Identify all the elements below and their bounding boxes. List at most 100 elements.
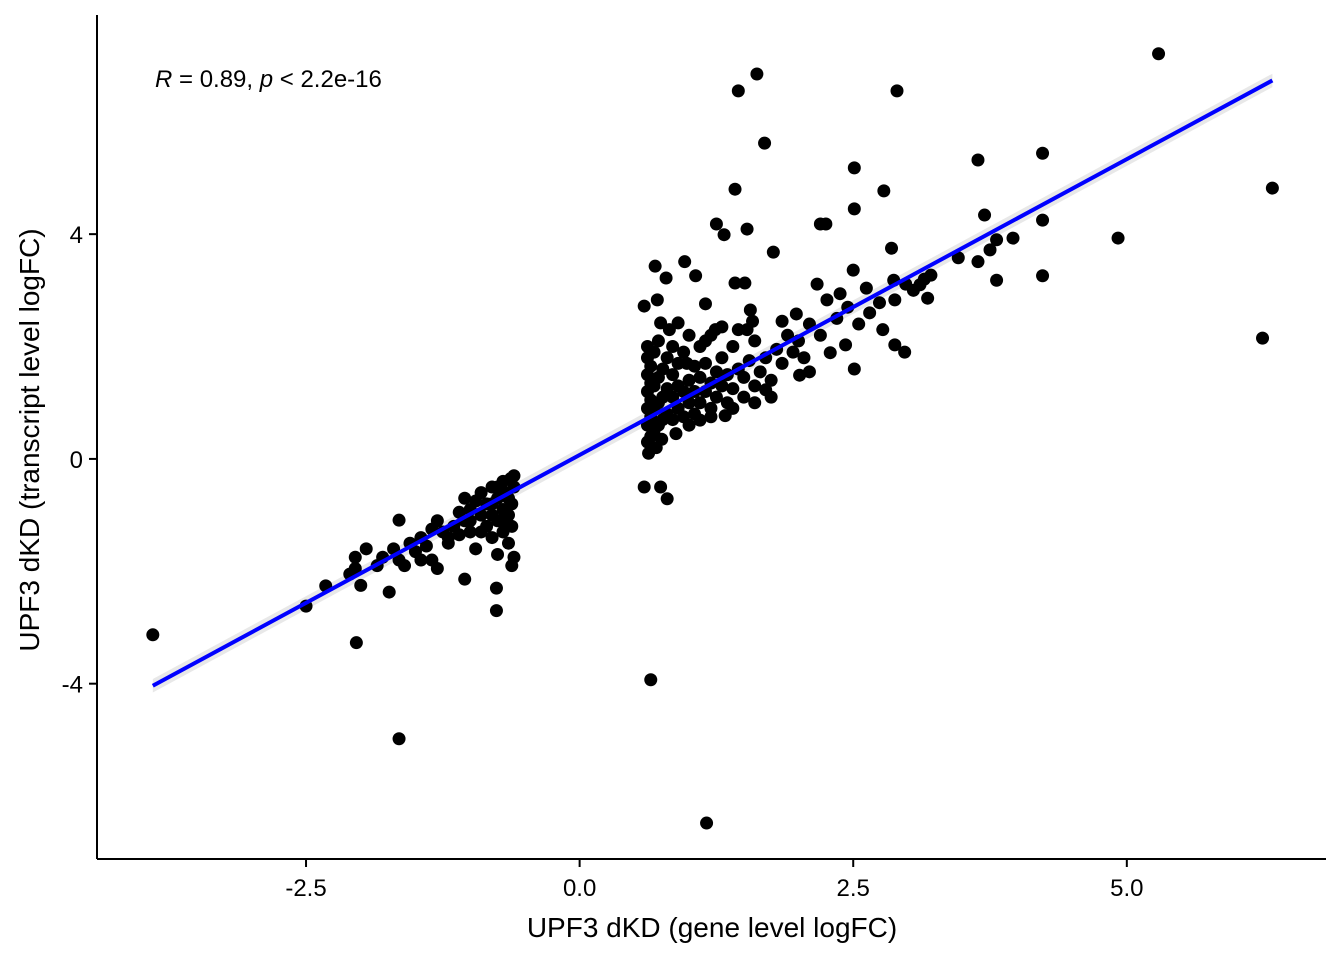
data-point — [971, 153, 985, 167]
x-ticks: -2.5 0.0 2.5 5.0 — [285, 859, 1144, 902]
data-point — [1006, 231, 1020, 245]
data-point — [693, 396, 707, 410]
data-point — [764, 373, 778, 387]
data-point — [872, 296, 886, 310]
data-point — [349, 636, 363, 650]
data-point — [888, 338, 902, 352]
data-point — [677, 384, 691, 398]
data-point — [474, 525, 488, 539]
data-point — [876, 323, 890, 337]
data-point — [698, 334, 712, 348]
data-point — [888, 293, 902, 307]
data-point — [644, 359, 658, 373]
data-point — [648, 259, 662, 273]
data-point — [898, 345, 912, 359]
data-point — [715, 351, 729, 365]
data-point — [419, 539, 433, 553]
data-point — [737, 370, 751, 384]
data-point — [637, 480, 651, 494]
data-point — [414, 553, 428, 567]
data-point — [489, 604, 503, 618]
r-value: = 0.89, — [172, 66, 259, 93]
data-point — [820, 293, 834, 307]
data-point — [810, 277, 824, 291]
data-point — [863, 306, 877, 320]
data-point — [666, 340, 680, 354]
data-point — [764, 390, 778, 404]
correlation-annotation: R = 0.89, p < 2.2e-16 — [155, 66, 382, 93]
data-point — [823, 346, 837, 360]
data-point — [392, 732, 406, 746]
data-point — [728, 182, 742, 196]
data-point — [846, 263, 860, 277]
data-point — [802, 365, 816, 379]
data-point — [743, 303, 757, 317]
data-point — [441, 531, 455, 545]
data-point — [507, 469, 521, 483]
data-point — [669, 427, 683, 441]
data-point — [750, 67, 764, 81]
data-point — [654, 316, 668, 330]
y-tick-label: -4 — [62, 672, 83, 699]
data-point — [650, 293, 664, 307]
data-point — [666, 390, 680, 404]
data-point — [906, 283, 920, 297]
data-point — [688, 407, 702, 421]
data-point — [728, 276, 742, 290]
data-point — [1265, 181, 1279, 195]
data-point — [469, 542, 483, 556]
data-point — [452, 528, 466, 542]
data-point — [847, 362, 861, 376]
data-point — [666, 368, 680, 382]
data-point — [359, 542, 373, 556]
x-tick-label: 5.0 — [1110, 875, 1143, 902]
data-point — [753, 365, 767, 379]
data-point — [348, 550, 362, 564]
data-point — [496, 514, 510, 528]
data-point — [666, 413, 680, 427]
data-point — [951, 251, 965, 265]
data-point — [775, 356, 789, 370]
data-point — [983, 243, 997, 257]
data-point — [775, 314, 789, 328]
r-symbol: R — [155, 66, 172, 93]
data-point — [917, 272, 931, 286]
data-point — [474, 486, 488, 500]
data-point — [717, 228, 731, 242]
data-point — [758, 136, 772, 150]
data-point — [660, 351, 674, 365]
data-point — [704, 410, 718, 424]
data-point — [354, 578, 368, 592]
p-symbol: p — [259, 66, 273, 93]
data-point — [1256, 331, 1270, 345]
data-point — [740, 222, 754, 236]
data-point — [700, 816, 714, 830]
y-ticks: -4 0 4 — [62, 222, 97, 699]
data-point — [709, 390, 723, 404]
data-point — [847, 202, 861, 216]
y-axis-label: UPF3 dKD (transcript level logFC) — [14, 228, 45, 651]
data-point — [678, 255, 692, 269]
data-point — [659, 271, 673, 285]
data-point — [698, 356, 712, 370]
data-point — [682, 328, 696, 342]
data-point — [813, 328, 827, 342]
data-point — [885, 241, 899, 255]
data-point — [819, 217, 833, 231]
data-point — [738, 276, 752, 290]
data-point — [709, 365, 723, 379]
data-point — [852, 317, 866, 331]
data-point — [748, 334, 762, 348]
data-point — [737, 390, 751, 404]
data-point — [786, 345, 800, 359]
data-point — [463, 525, 477, 539]
fit-line-layer — [151, 78, 1274, 688]
y-tick-label: 0 — [70, 447, 83, 474]
data-point — [642, 446, 656, 460]
data-point — [654, 480, 668, 494]
data-point — [146, 628, 160, 642]
data-point — [651, 334, 665, 348]
data-point — [656, 362, 670, 376]
data-point — [680, 356, 694, 370]
